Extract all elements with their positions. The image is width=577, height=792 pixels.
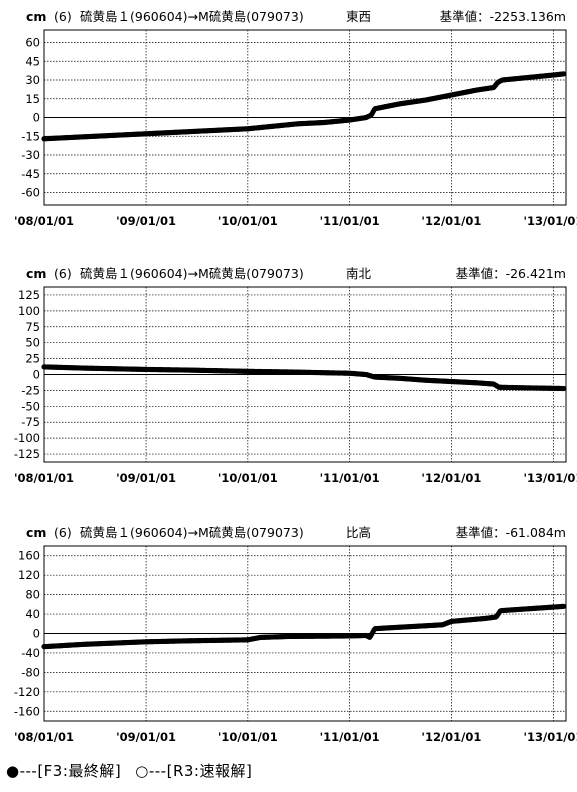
y-tick-label: 75 [25, 320, 40, 334]
y-tick-label: -30 [21, 148, 40, 162]
x-tick-label: '10/01/01 [218, 214, 278, 228]
x-tick-label: '09/01/01 [116, 214, 176, 228]
x-tick-label: '10/01/01 [218, 730, 278, 744]
x-tick-label: '09/01/01 [116, 471, 176, 485]
data-series [41, 71, 567, 142]
chart-reference: 基準値：-61.084m [456, 525, 566, 540]
y-tick-label: 0 [33, 111, 40, 125]
y-tick-label: -75 [21, 415, 40, 429]
data-series [41, 603, 567, 650]
y-tick-label: 15 [25, 92, 40, 106]
y-tick-label: 125 [18, 288, 40, 302]
chart-reference: 基準値：-2253.136m [440, 9, 566, 24]
y-tick-label: -80 [21, 665, 40, 679]
chart-pair: 硫黄島１(960604)→M硫黄島(079073) [80, 266, 304, 281]
x-tick-label: '11/01/01 [320, 214, 380, 228]
y-tick-label: -45 [21, 167, 40, 181]
y-tick-label: 50 [25, 336, 40, 350]
legend: ●---[F3:最終解] ○---[R3:速報解] [6, 760, 252, 781]
y-tick-label: 45 [25, 54, 40, 68]
chart-pair: 硫黄島１(960604)→M硫黄島(079073) [80, 9, 304, 24]
y-tick-label: -60 [21, 186, 40, 200]
legend-rapid-marker: ○ [135, 762, 149, 780]
legend-final-label: ---[F3:最終解] [19, 762, 122, 780]
chart-reference: 基準値：-26.421m [456, 266, 566, 281]
legend-rapid-label: ---[R3:速報解] [148, 762, 253, 780]
y-tick-label: -125 [14, 447, 40, 461]
chart-station: (6) [54, 525, 72, 540]
chart-pair: 硫黄島１(960604)→M硫黄島(079073) [80, 525, 304, 540]
chart-unit: cm [26, 9, 46, 24]
y-tick-label: -25 [21, 383, 40, 397]
chart-station: (6) [54, 9, 72, 24]
x-tick-label: '12/01/01 [421, 730, 481, 744]
x-tick-label: '13/01/01 [523, 471, 577, 485]
chart-unit: cm [26, 266, 46, 281]
chart-station: (6) [54, 266, 72, 281]
x-tick-label: '08/01/01 [14, 471, 74, 485]
x-tick-label: '09/01/01 [116, 730, 176, 744]
data-series [41, 364, 567, 392]
data-point [561, 385, 567, 392]
y-tick-label: -40 [21, 646, 40, 660]
y-tick-label: -15 [21, 129, 40, 143]
y-tick-label: 0 [33, 627, 40, 641]
y-tick-label: -120 [14, 685, 40, 699]
y-tick-label: 0 [33, 368, 40, 382]
chart-unit: cm [26, 525, 46, 540]
x-tick-label: '12/01/01 [421, 471, 481, 485]
charts-canvas: cm (6) 硫黄島１(960604)→M硫黄島(079073) 東西 基準値：-225… [14, 9, 577, 744]
x-tick-label: '10/01/01 [218, 471, 278, 485]
chart-component: 東西 [346, 9, 371, 24]
y-tick-label: 30 [25, 73, 40, 87]
legend-final-marker: ● [6, 762, 20, 780]
y-tick-label: -100 [14, 431, 40, 445]
x-tick-label: '08/01/01 [14, 214, 74, 228]
data-point [561, 71, 567, 77]
y-tick-label: -50 [21, 399, 40, 413]
x-tick-label: '12/01/01 [421, 214, 481, 228]
x-tick-label: '11/01/01 [320, 471, 380, 485]
y-tick-label: -160 [14, 704, 40, 718]
data-point [561, 603, 567, 609]
chart-component: 南北 [346, 266, 372, 281]
x-tick-label: '13/01/01 [523, 730, 577, 744]
y-tick-label: 25 [25, 352, 40, 366]
y-tick-label: 60 [25, 36, 40, 50]
y-tick-label: 160 [18, 549, 40, 563]
y-tick-label: 120 [18, 568, 40, 582]
y-tick-label: 40 [25, 607, 40, 621]
y-tick-label: 100 [18, 304, 40, 318]
x-tick-label: '13/01/01 [523, 214, 577, 228]
chart-component: 比高 [346, 525, 371, 540]
x-tick-label: '08/01/01 [14, 730, 74, 744]
y-tick-label: 80 [25, 588, 40, 602]
x-tick-label: '11/01/01 [320, 730, 380, 744]
